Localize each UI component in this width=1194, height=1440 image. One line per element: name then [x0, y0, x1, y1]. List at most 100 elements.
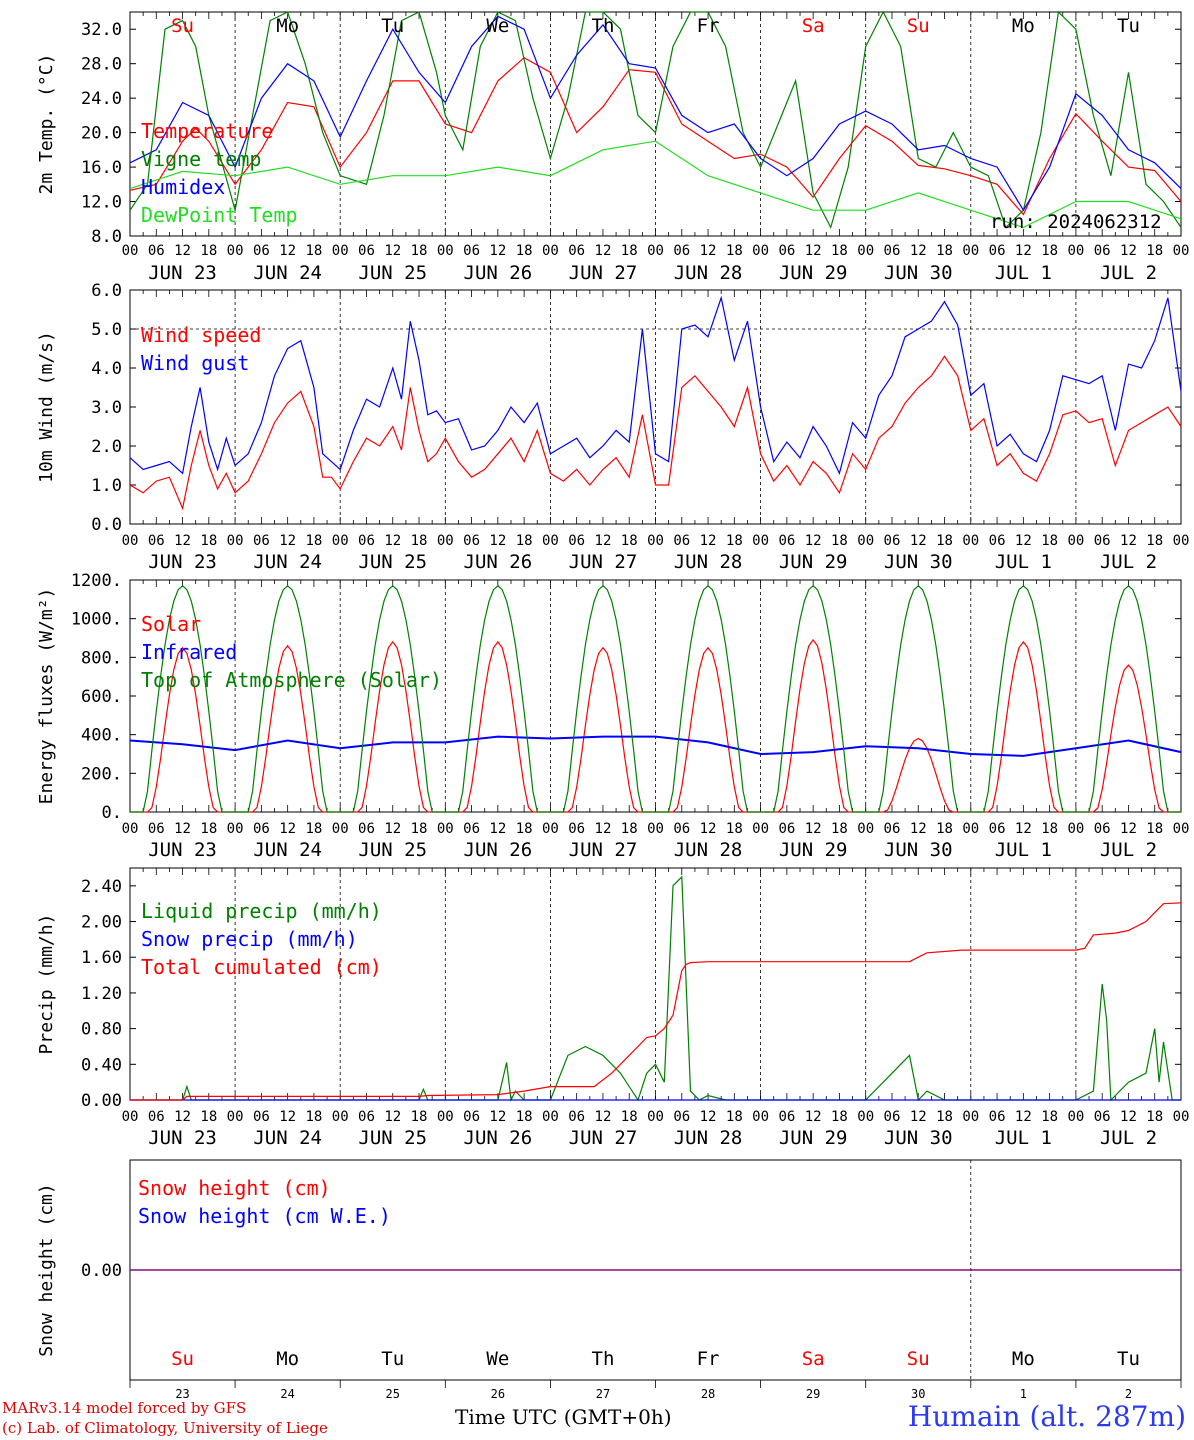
- weekday-label: Tu: [1117, 15, 1140, 37]
- hour-label: 00: [857, 243, 874, 259]
- hour-label: 12: [1015, 1109, 1032, 1125]
- hour-label: 18: [936, 1109, 953, 1125]
- y-axis-label: Precip (mm/h): [36, 914, 57, 1055]
- weekday-label: Su: [907, 15, 930, 37]
- day-label: JUN 30: [884, 551, 953, 573]
- hour-label: 00: [437, 821, 454, 837]
- hour-label: 18: [621, 1109, 638, 1125]
- y-tick-label: 1000.: [71, 610, 122, 630]
- hour-label: 18: [831, 821, 848, 837]
- day-label: JUN 28: [674, 262, 743, 284]
- day-label: JUN 24: [253, 551, 322, 573]
- hour-label: 18: [305, 243, 322, 259]
- y-tick-label: 1.0: [91, 476, 122, 496]
- hour-label: 06: [778, 533, 795, 549]
- y-tick-label: 6.0: [91, 281, 122, 301]
- hour-label: 18: [305, 1109, 322, 1125]
- hour-label: 00: [227, 243, 244, 259]
- day-label: JUL 2: [1100, 839, 1157, 861]
- y-tick-label: 1.20: [81, 984, 122, 1004]
- hour-label: 00: [1173, 1109, 1190, 1125]
- hour-label: 18: [831, 1109, 848, 1125]
- hour-label: 18: [621, 533, 638, 549]
- y-tick-label: 400.: [81, 726, 122, 746]
- y-tick-label: 12.0: [81, 193, 122, 213]
- y-tick-label: 3.0: [91, 398, 122, 418]
- day-label: JUN 28: [674, 551, 743, 573]
- hour-label: 12: [1015, 243, 1032, 259]
- hour-label: 06: [253, 1109, 270, 1125]
- hour-label: 18: [516, 243, 533, 259]
- y-tick-label: 4.0: [91, 359, 122, 379]
- hour-label: 12: [700, 1109, 717, 1125]
- hour-label: 12: [174, 243, 191, 259]
- hour-label: 18: [621, 821, 638, 837]
- hour-label: 00: [1173, 243, 1190, 259]
- hour-label: 00: [227, 821, 244, 837]
- legend-entry: Snow height (cm W.E.): [138, 1204, 391, 1228]
- day-number: 25: [386, 1387, 400, 1401]
- y-tick-label: 1.60: [81, 948, 122, 968]
- hour-label: 00: [332, 1109, 349, 1125]
- legend-entry: Infrared: [141, 640, 237, 664]
- hour-label: 18: [831, 533, 848, 549]
- day-label: JUN 27: [569, 262, 638, 284]
- day-label: JUN 28: [674, 1127, 743, 1149]
- legend-entry: Wind speed: [141, 323, 261, 347]
- hour-label: 12: [279, 1109, 296, 1125]
- legend-entry: Humidex: [141, 175, 225, 199]
- day-label: JUN 26: [464, 839, 533, 861]
- hour-label: 12: [279, 533, 296, 549]
- legend-entry: Wind gust: [141, 351, 249, 375]
- day-label: JUN 30: [884, 262, 953, 284]
- hour-label: 18: [726, 1109, 743, 1125]
- day-label: JUN 29: [779, 551, 848, 573]
- hour-label: 12: [595, 1109, 612, 1125]
- weekday-label: We: [486, 1348, 509, 1370]
- hour-label: 06: [884, 1109, 901, 1125]
- y-tick-label: 2.40: [81, 877, 122, 897]
- day-number: 23: [175, 1387, 189, 1401]
- legend-entry: Vigne temp: [141, 147, 261, 171]
- y-tick-label: 0.: [102, 803, 122, 823]
- hour-label: 18: [1146, 821, 1163, 837]
- panel-2: 0.0 1.0 2.0 3.0 4.0 5.0 6.0 10m Wind (m/s) Wind …: [36, 281, 1189, 573]
- hour-label: 00: [332, 243, 349, 259]
- hour-label: 18: [726, 821, 743, 837]
- station-name: Humain (alt. 287m): [907, 1400, 1186, 1433]
- model-credit: MARv3.14 model forced by GFS: [2, 1399, 247, 1417]
- hour-label: 06: [463, 821, 480, 837]
- hour-label: 06: [568, 243, 585, 259]
- day-number: 27: [596, 1387, 610, 1401]
- weekday-label: Mo: [1012, 15, 1035, 37]
- day-label: JUN 24: [253, 262, 322, 284]
- hour-label: 06: [673, 1109, 690, 1125]
- hour-label: 18: [200, 1109, 217, 1125]
- hour-label: 06: [148, 533, 165, 549]
- hour-label: 00: [1173, 533, 1190, 549]
- day-label: JUN 26: [464, 1127, 533, 1149]
- hour-label: 00: [857, 821, 874, 837]
- hour-label: 06: [673, 533, 690, 549]
- weekday-label: Mo: [1012, 1348, 1035, 1370]
- weekday-label: Th: [592, 15, 615, 37]
- day-label: JUN 25: [358, 839, 427, 861]
- hour-label: 06: [884, 821, 901, 837]
- hour-label: 18: [1146, 1109, 1163, 1125]
- day-label: JUN 29: [779, 262, 848, 284]
- lab-credit: (c) Lab. of Climatology, University of L…: [2, 1419, 328, 1437]
- day-number: 24: [280, 1387, 294, 1401]
- y-axis-label: Energy fluxes (W/m²): [36, 588, 57, 805]
- hour-label: 12: [489, 1109, 506, 1125]
- hour-label: 12: [1015, 533, 1032, 549]
- day-label: JUL 2: [1100, 262, 1157, 284]
- hour-label: 00: [752, 821, 769, 837]
- day-number: 30: [911, 1387, 925, 1401]
- hour-label: 18: [516, 821, 533, 837]
- hour-label: 12: [1120, 821, 1137, 837]
- hour-label: 00: [227, 533, 244, 549]
- weekday-label: Su: [171, 15, 194, 37]
- series-line-3: [130, 584, 1181, 813]
- hour-label: 00: [857, 533, 874, 549]
- day-number: 2: [1125, 1387, 1132, 1401]
